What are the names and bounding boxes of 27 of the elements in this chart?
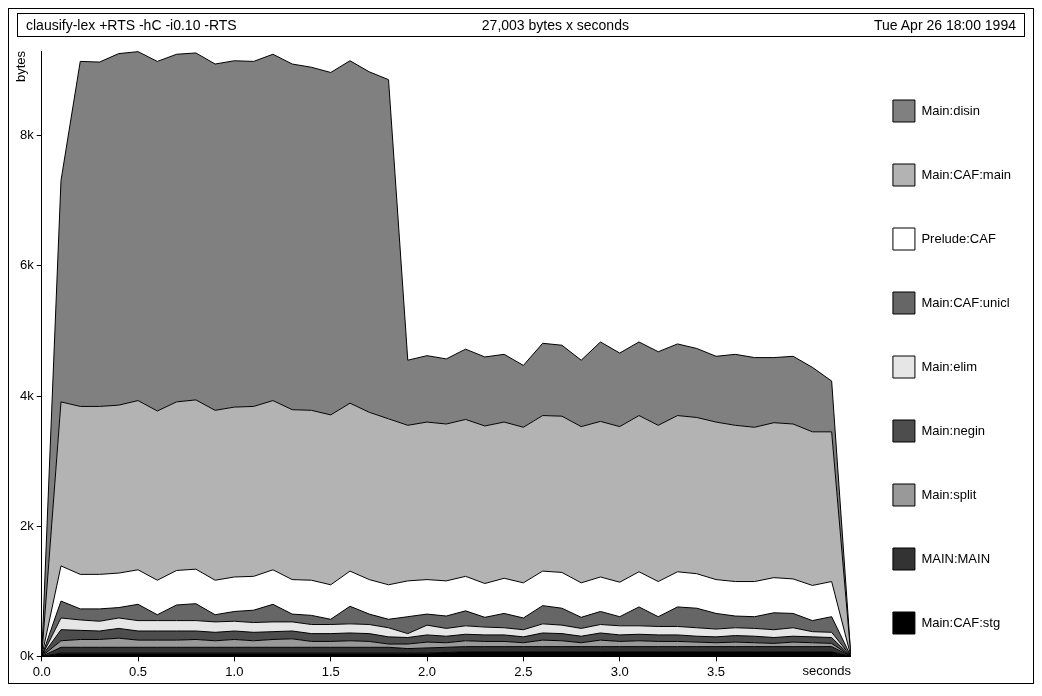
x-tick-label: 0.0 bbox=[32, 663, 51, 679]
legend-label: Main:disin bbox=[921, 102, 980, 118]
y-tick-label: 6k bbox=[20, 257, 35, 273]
chart-title: clausify-lex +RTS -hC -i0.10 -RTS bbox=[26, 17, 237, 33]
y-axis-title: bytes bbox=[12, 50, 28, 83]
x-tick-label: 2.0 bbox=[418, 663, 437, 679]
x-axis-title: seconds bbox=[802, 663, 852, 679]
legend-label: MAIN:MAIN bbox=[921, 550, 991, 566]
legend-label: Main:elim bbox=[921, 358, 978, 374]
text: Tue Apr 26 18:00 1994 bbox=[874, 17, 1016, 33]
legend-label: Main:negin bbox=[921, 422, 986, 438]
legend-label: Main:CAF:main bbox=[921, 166, 1011, 182]
x-tick-label: 1.5 bbox=[321, 663, 340, 679]
chart-subtitle: 27,003 bytes x seconds bbox=[481, 17, 629, 33]
y-tick-label: 4k bbox=[20, 387, 35, 403]
legend-label: Prelude:CAF bbox=[921, 230, 996, 246]
x-tick-label: 3.0 bbox=[610, 663, 629, 679]
y-tick-label: 0k bbox=[20, 647, 35, 663]
x-tick-label: 3.5 bbox=[707, 663, 726, 679]
legend-label: Main:CAF:unicl bbox=[921, 294, 1010, 310]
y-tick-label: 2k bbox=[20, 517, 35, 533]
legend-label: Main:split bbox=[921, 486, 977, 502]
x-tick-label: 1.0 bbox=[225, 663, 244, 679]
x-tick-label: 2.5 bbox=[514, 663, 533, 679]
x-tick-label: 0.5 bbox=[129, 663, 148, 679]
y-tick-label: 8k bbox=[20, 127, 35, 143]
legend-label: Main:CAF:stg bbox=[921, 614, 1001, 630]
